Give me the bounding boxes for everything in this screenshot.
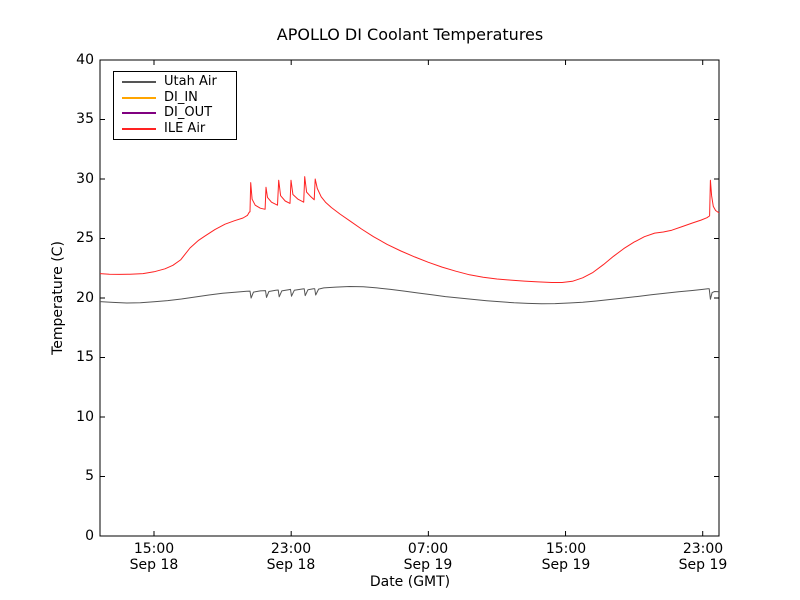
legend-entry-ile-air: ILE Air xyxy=(114,121,236,136)
x-tick-time: 07:00 xyxy=(407,541,449,557)
y-tick-label-40: 40 xyxy=(76,52,94,68)
y-tick-label-10: 10 xyxy=(76,409,94,425)
x-tick-label-2: 23:00 Sep 18 xyxy=(246,541,336,573)
x-tick-time: 23:00 xyxy=(682,541,724,557)
series-line-ile-air xyxy=(99,176,720,283)
y-tick-label-5: 5 xyxy=(85,468,94,484)
legend-label: DI_IN xyxy=(164,89,198,105)
legend-line-sample xyxy=(122,81,156,84)
legend-label: DI_OUT xyxy=(164,105,213,121)
x-tick-date: Sep 19 xyxy=(541,557,591,573)
x-tick-date: Sep 19 xyxy=(403,557,453,573)
chart-title: APOLLO DI Coolant Temperatures xyxy=(276,25,544,44)
y-tick-label-0: 0 xyxy=(85,528,94,544)
legend-entry-di-out: DI_OUT xyxy=(114,106,236,121)
y-tick-label-30: 30 xyxy=(76,171,94,187)
x-tick-date: Sep 18 xyxy=(266,557,316,573)
legend-entry-di-in: DI_IN xyxy=(114,90,236,105)
x-tick-time: 15:00 xyxy=(133,541,175,557)
y-tick-label-20: 20 xyxy=(76,290,94,306)
y-tick-label-35: 35 xyxy=(76,111,94,127)
x-axis-label: Date (GMT) xyxy=(369,574,451,590)
x-tick-label-3: 07:00 Sep 19 xyxy=(383,541,473,573)
x-tick-label-1: 15:00 Sep 18 xyxy=(109,541,199,573)
x-tick-date: Sep 18 xyxy=(129,557,179,573)
legend: Utah Air DI_IN DI_OUT ILE Air xyxy=(113,71,237,140)
x-tick-time: 15:00 xyxy=(545,541,587,557)
x-tick-date: Sep 19 xyxy=(678,557,728,573)
x-tick-time: 23:00 xyxy=(270,541,312,557)
legend-line-sample xyxy=(122,96,156,99)
legend-line-sample xyxy=(122,112,156,115)
series-line-utah-air xyxy=(99,286,720,305)
x-tick-label-5: 23:00 Sep 19 xyxy=(658,541,748,573)
legend-label: Utah Air xyxy=(164,74,217,90)
legend-line-sample xyxy=(122,127,156,130)
y-tick-label-15: 15 xyxy=(76,349,94,365)
x-tick-label-4: 15:00 Sep 19 xyxy=(521,541,611,573)
legend-entry-utah-air: Utah Air xyxy=(114,75,236,90)
legend-label: ILE Air xyxy=(164,120,206,136)
y-tick-label-25: 25 xyxy=(76,230,94,246)
